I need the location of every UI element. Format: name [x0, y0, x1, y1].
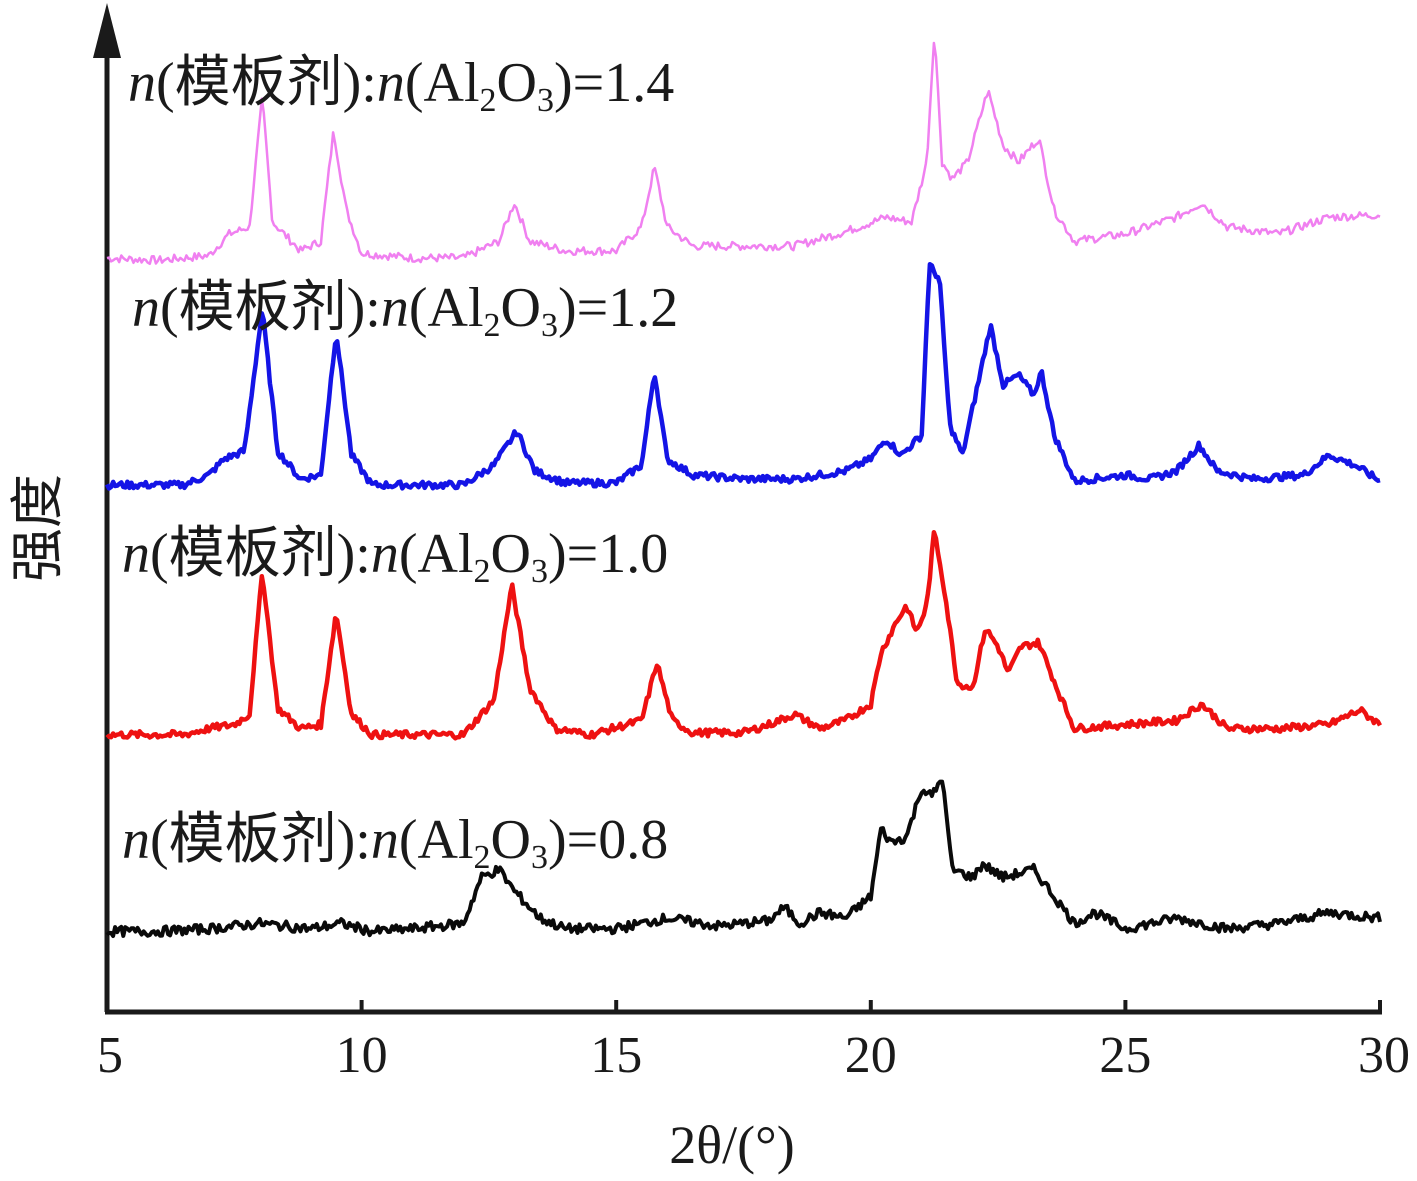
y-axis-arrow — [93, 3, 121, 58]
x-axis-ticks: 5 10 15 20 25 30 — [97, 1000, 1410, 1084]
x-tick-label: 10 — [336, 1027, 388, 1084]
x-tick-label: 25 — [1099, 1027, 1151, 1084]
x-tick-label: 5 — [97, 1027, 123, 1084]
series-label-1-0: n(模板剂):n(Al2O3)=1.0 — [122, 523, 668, 590]
x-tick-label: 20 — [845, 1027, 897, 1084]
x-tick-label: 15 — [590, 1027, 642, 1084]
series-line-1-4 — [106, 41, 1381, 266]
x-tick-label: 30 — [1358, 1027, 1410, 1084]
series-label-0-8: n(模板剂):n(Al2O3)=0.8 — [122, 809, 668, 876]
series-line-1-0 — [105, 529, 1382, 741]
x-axis-title: 2θ/(°) — [669, 1115, 794, 1175]
y-axis-title: 强度 — [8, 474, 68, 582]
series-line-0-8 — [105, 779, 1382, 938]
series-lines — [104, 41, 1382, 938]
series-line-1-2 — [104, 261, 1381, 491]
series-label-1-4: n(模板剂):n(Al2O3)=1.4 — [128, 52, 674, 119]
series-label-1-2: n(模板剂):n(Al2O3)=1.2 — [132, 277, 678, 344]
